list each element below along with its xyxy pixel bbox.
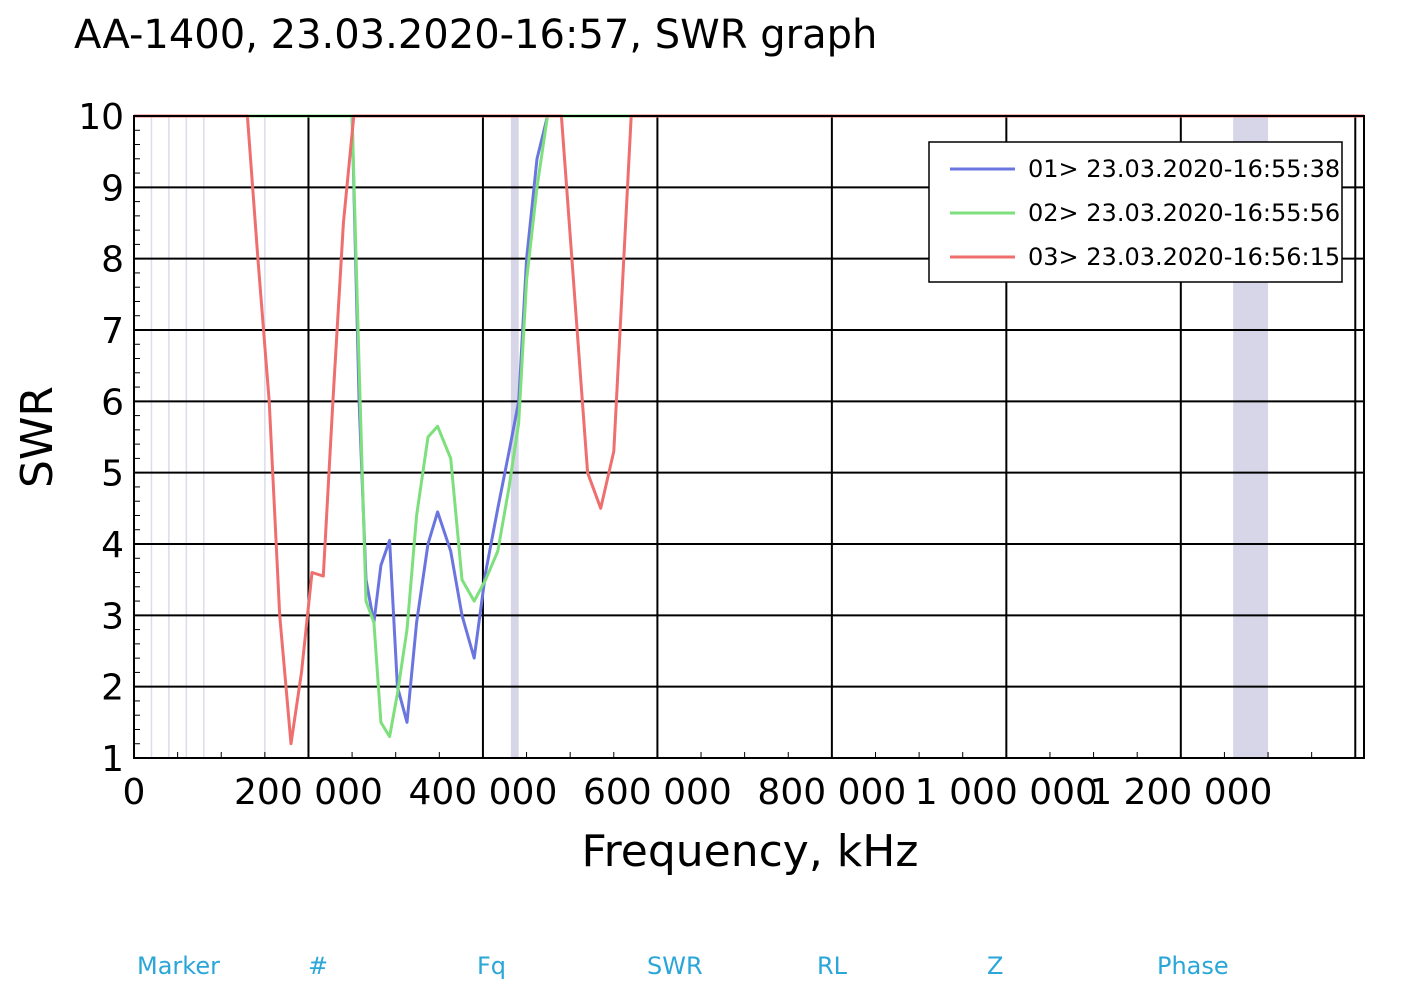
col-phase: Phase <box>1157 952 1229 980</box>
y-tick-label: 3 <box>101 596 124 637</box>
x-tick-label: 600 000 <box>583 772 732 813</box>
col-z: Z <box>987 952 1003 980</box>
y-tick-label: 8 <box>101 240 124 281</box>
x-tick-label: 1 200 000 <box>1089 772 1272 813</box>
col-frequency: Fq <box>477 952 506 980</box>
series-line-3 <box>134 114 1364 746</box>
y-tick-label: 1 <box>101 739 124 780</box>
legend-entry-02: 02> 23.03.2020-16:55:56 <box>1028 199 1340 227</box>
legend-entry-01: 01> 23.03.2020-16:55:38 <box>1028 155 1340 183</box>
y-tick-label: 6 <box>101 382 124 423</box>
y-axis-label: SWR <box>12 386 63 488</box>
y-tick-label: 9 <box>101 168 124 209</box>
col-rl: RL <box>817 952 848 980</box>
series-line-2 <box>134 114 1364 739</box>
col-number: # <box>308 952 328 980</box>
y-tick-label: 10 <box>78 97 124 138</box>
legend: 01> 23.03.2020-16:55:38 02> 23.03.2020-1… <box>928 141 1343 283</box>
minor-grid-lines <box>150 116 266 758</box>
col-swr: SWR <box>647 952 703 980</box>
y-tick-labels: 1 2 3 4 5 6 7 8 9 10 <box>78 97 124 780</box>
x-tick-label: 400 000 <box>408 772 557 813</box>
marker-table-header: Marker # Fq SWR RL Z Phase <box>137 952 1229 980</box>
shaded-band-0 <box>510 116 519 758</box>
x-axis-label: Frequency, kHz <box>582 826 919 877</box>
y-tick-label: 2 <box>101 668 124 709</box>
x-tick-label: 0 <box>123 772 146 813</box>
y-tick-label: 5 <box>101 454 124 495</box>
x-tick-label: 800 000 <box>757 772 906 813</box>
plot-frame <box>133 115 1365 759</box>
x-tick-label: 200 000 <box>234 772 383 813</box>
x-tick-label: 1 000 000 <box>915 772 1098 813</box>
series-lines <box>134 114 1364 746</box>
col-marker: Marker <box>137 952 220 980</box>
y-tick-label: 4 <box>101 525 124 566</box>
chart-title: AA-1400, 23.03.2020-16:57, SWR graph <box>74 12 877 58</box>
legend-entry-03: 03> 23.03.2020-16:56:15 <box>1028 243 1340 271</box>
y-tick-label: 7 <box>101 311 124 352</box>
x-tick-labels: 0 200 000 400 000 600 000 800 000 1 000 0001 … <box>123 772 1273 813</box>
